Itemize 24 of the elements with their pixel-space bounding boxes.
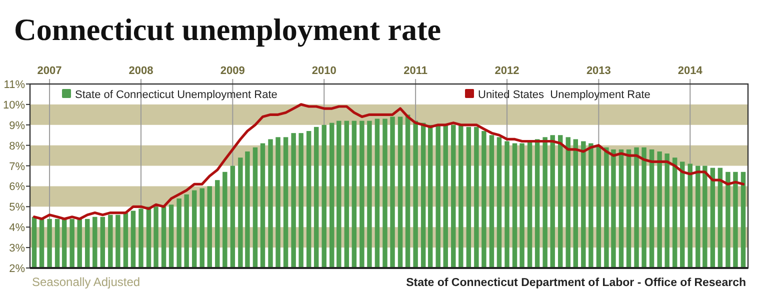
y-tick-label: 6%: [9, 181, 26, 194]
line-series: [32, 103, 745, 220]
y-tick-label: 10%: [2, 99, 26, 112]
y-tick-label: 2%: [9, 263, 26, 275]
x-tick-label: 2009: [220, 65, 245, 77]
y-tick-label: 3%: [9, 242, 26, 255]
x-tick-label: 2011: [404, 65, 428, 77]
x-tick-label: 2010: [312, 65, 336, 77]
text: Seasonally Adjusted: [32, 275, 140, 289]
y-tick-label: 5%: [9, 202, 26, 214]
y-tick-label: 11%: [4, 79, 26, 91]
text: State of Connecticut Department of Labor - Office of Research: [406, 277, 746, 289]
x-tick-label: 2012: [494, 65, 520, 77]
y-tick-label: 8%: [9, 140, 26, 152]
y-tick-label: 9%: [9, 120, 26, 132]
x-tick-label: 2008: [128, 65, 154, 77]
x-tick-label: 2013: [586, 65, 611, 77]
chart-title: Connecticut unemployment rate: [14, 12, 442, 47]
y-tick-label: 4%: [9, 222, 26, 234]
legend-label: State of Connecticut Unemployment Rate: [75, 89, 278, 101]
legend-label: United States Unemployment Rate: [478, 89, 650, 101]
y-tick-label: 7%: [9, 160, 26, 173]
x-tick-label: 2007: [37, 65, 62, 77]
x-tick-label: 2014: [678, 65, 704, 77]
